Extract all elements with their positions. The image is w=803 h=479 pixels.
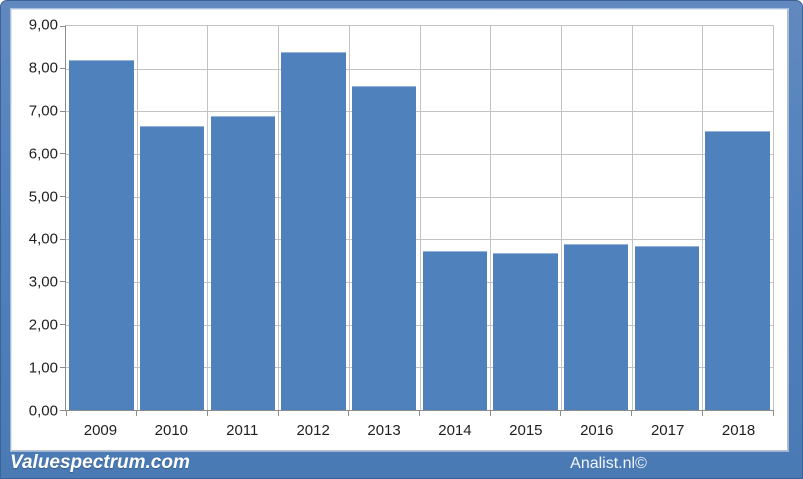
bar-2013	[351, 85, 417, 410]
x-tick-mark	[348, 410, 350, 416]
x-tick-label: 2014	[438, 422, 472, 439]
v-gridline	[560, 26, 562, 410]
y-tick-mark	[60, 25, 66, 27]
y-tick-label: 4,00	[28, 230, 58, 248]
v-gridline	[278, 26, 280, 410]
y-tick-mark	[60, 324, 66, 326]
y-tick-label: 2,00	[28, 316, 58, 334]
v-gridline	[490, 26, 492, 410]
x-tick-label: 2017	[650, 422, 685, 439]
y-tick-label: 7,00	[28, 102, 58, 120]
x-tick-label: 2018	[721, 422, 756, 439]
y-tick-mark	[60, 110, 66, 112]
footer-band: Valuespectrum.com Analist.nl©	[1, 449, 802, 478]
x-tick-label: 2009	[83, 422, 118, 439]
plot-area	[60, 25, 774, 416]
y-tick-mark	[60, 238, 66, 240]
v-gridline	[348, 26, 350, 410]
y-tick-label: 5,00	[28, 188, 58, 206]
x-tick-mark	[489, 410, 491, 416]
y-tick-mark	[60, 366, 66, 368]
bar-2017	[634, 245, 700, 410]
x-tick-mark	[419, 410, 420, 416]
y-tick-label: 1,00	[28, 359, 58, 377]
x-tick-mark	[560, 410, 562, 416]
x-tick-label: 2013	[367, 422, 401, 439]
x-tick-mark	[701, 410, 703, 416]
bar-2018	[705, 130, 770, 410]
v-gridline	[419, 26, 421, 410]
x-tick-mark	[136, 410, 138, 416]
bar-2016	[564, 243, 629, 410]
bar-2011	[210, 115, 275, 410]
bar-2010	[139, 126, 205, 410]
chart-surface: 0,00 1,00 2,00 3,00 4,00 5,00 6,00 7,00 8,00 9,00…	[11, 9, 788, 451]
bar-2014	[422, 250, 487, 410]
v-gridline	[702, 26, 704, 410]
x-tick-label: 2010	[154, 422, 189, 439]
brand-watermark: Valuespectrum.com	[10, 452, 190, 473]
x-tick-label: 2011	[226, 422, 259, 439]
x-tick-label: 2012	[296, 422, 330, 439]
bar-2009	[69, 60, 134, 410]
x-axis-labels: 2009 2010 2011 2012 2013 2014 2015 2016 2017 2018	[65, 411, 774, 447]
v-gridline	[136, 26, 138, 410]
x-tick-mark	[772, 410, 774, 416]
y-tick-mark	[60, 409, 66, 411]
y-tick-label: 6,00	[28, 145, 58, 163]
y-tick-mark	[60, 153, 66, 155]
y-tick-mark	[60, 68, 66, 70]
y-tick-label: 9,00	[28, 16, 58, 34]
x-tick-label: 2015	[509, 422, 543, 439]
x-tick-label: 2016	[580, 422, 614, 439]
x-tick-mark	[206, 410, 208, 416]
y-tick-label: 3,00	[28, 273, 58, 291]
y-tick-label: 0,00	[28, 402, 58, 420]
x-tick-mark	[277, 410, 279, 416]
y-tick-label: 8,00	[28, 59, 58, 77]
x-tick-mark	[631, 410, 633, 416]
bar-2012	[281, 51, 346, 410]
credit-watermark: Analist.nl©	[570, 455, 647, 472]
v-gridline	[207, 26, 209, 410]
y-axis-labels: 0,00 1,00 2,00 3,00 4,00 5,00 6,00 7,00 8,00 9,00	[12, 17, 58, 420]
y-tick-mark	[60, 281, 66, 283]
v-gridline	[631, 26, 633, 410]
x-tick-mark	[65, 410, 67, 416]
bar-2015	[493, 253, 558, 410]
y-tick-mark	[60, 196, 66, 198]
